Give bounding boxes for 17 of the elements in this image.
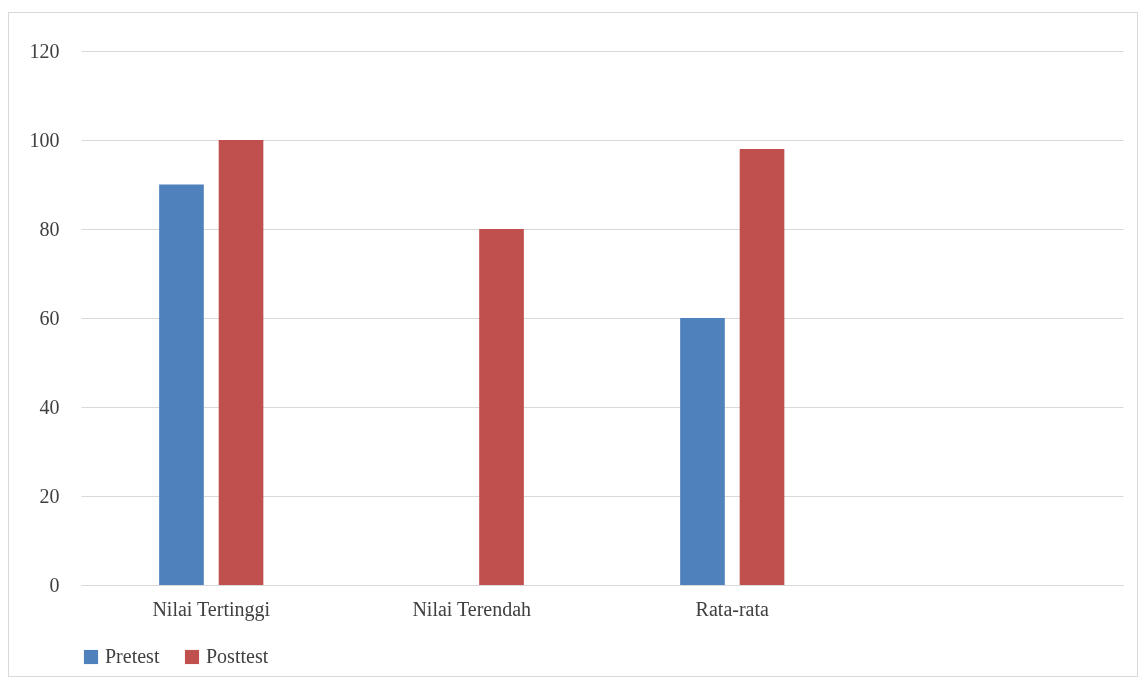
x-tick-label: Nilai Terendah — [412, 597, 532, 620]
bar — [479, 229, 524, 585]
y-tick-label: 40 — [39, 395, 60, 418]
legend-label: Pretest — [105, 645, 160, 667]
y-tick-label: 20 — [39, 484, 60, 507]
x-tick-label: Rata-rata — [695, 597, 770, 620]
bar — [218, 140, 264, 585]
bar — [739, 148, 785, 585]
legend-label: Posttest — [206, 645, 269, 667]
y-tick-label: 0 — [49, 573, 60, 596]
bar — [159, 184, 204, 585]
x-tick-label: Nilai Tertinggi — [152, 597, 271, 621]
y-tick-label: 80 — [39, 217, 60, 240]
bar — [680, 318, 725, 585]
y-tick-label: 60 — [39, 306, 60, 329]
y-tick-label: 120 — [29, 39, 60, 62]
y-tick-label: 100 — [29, 128, 60, 151]
